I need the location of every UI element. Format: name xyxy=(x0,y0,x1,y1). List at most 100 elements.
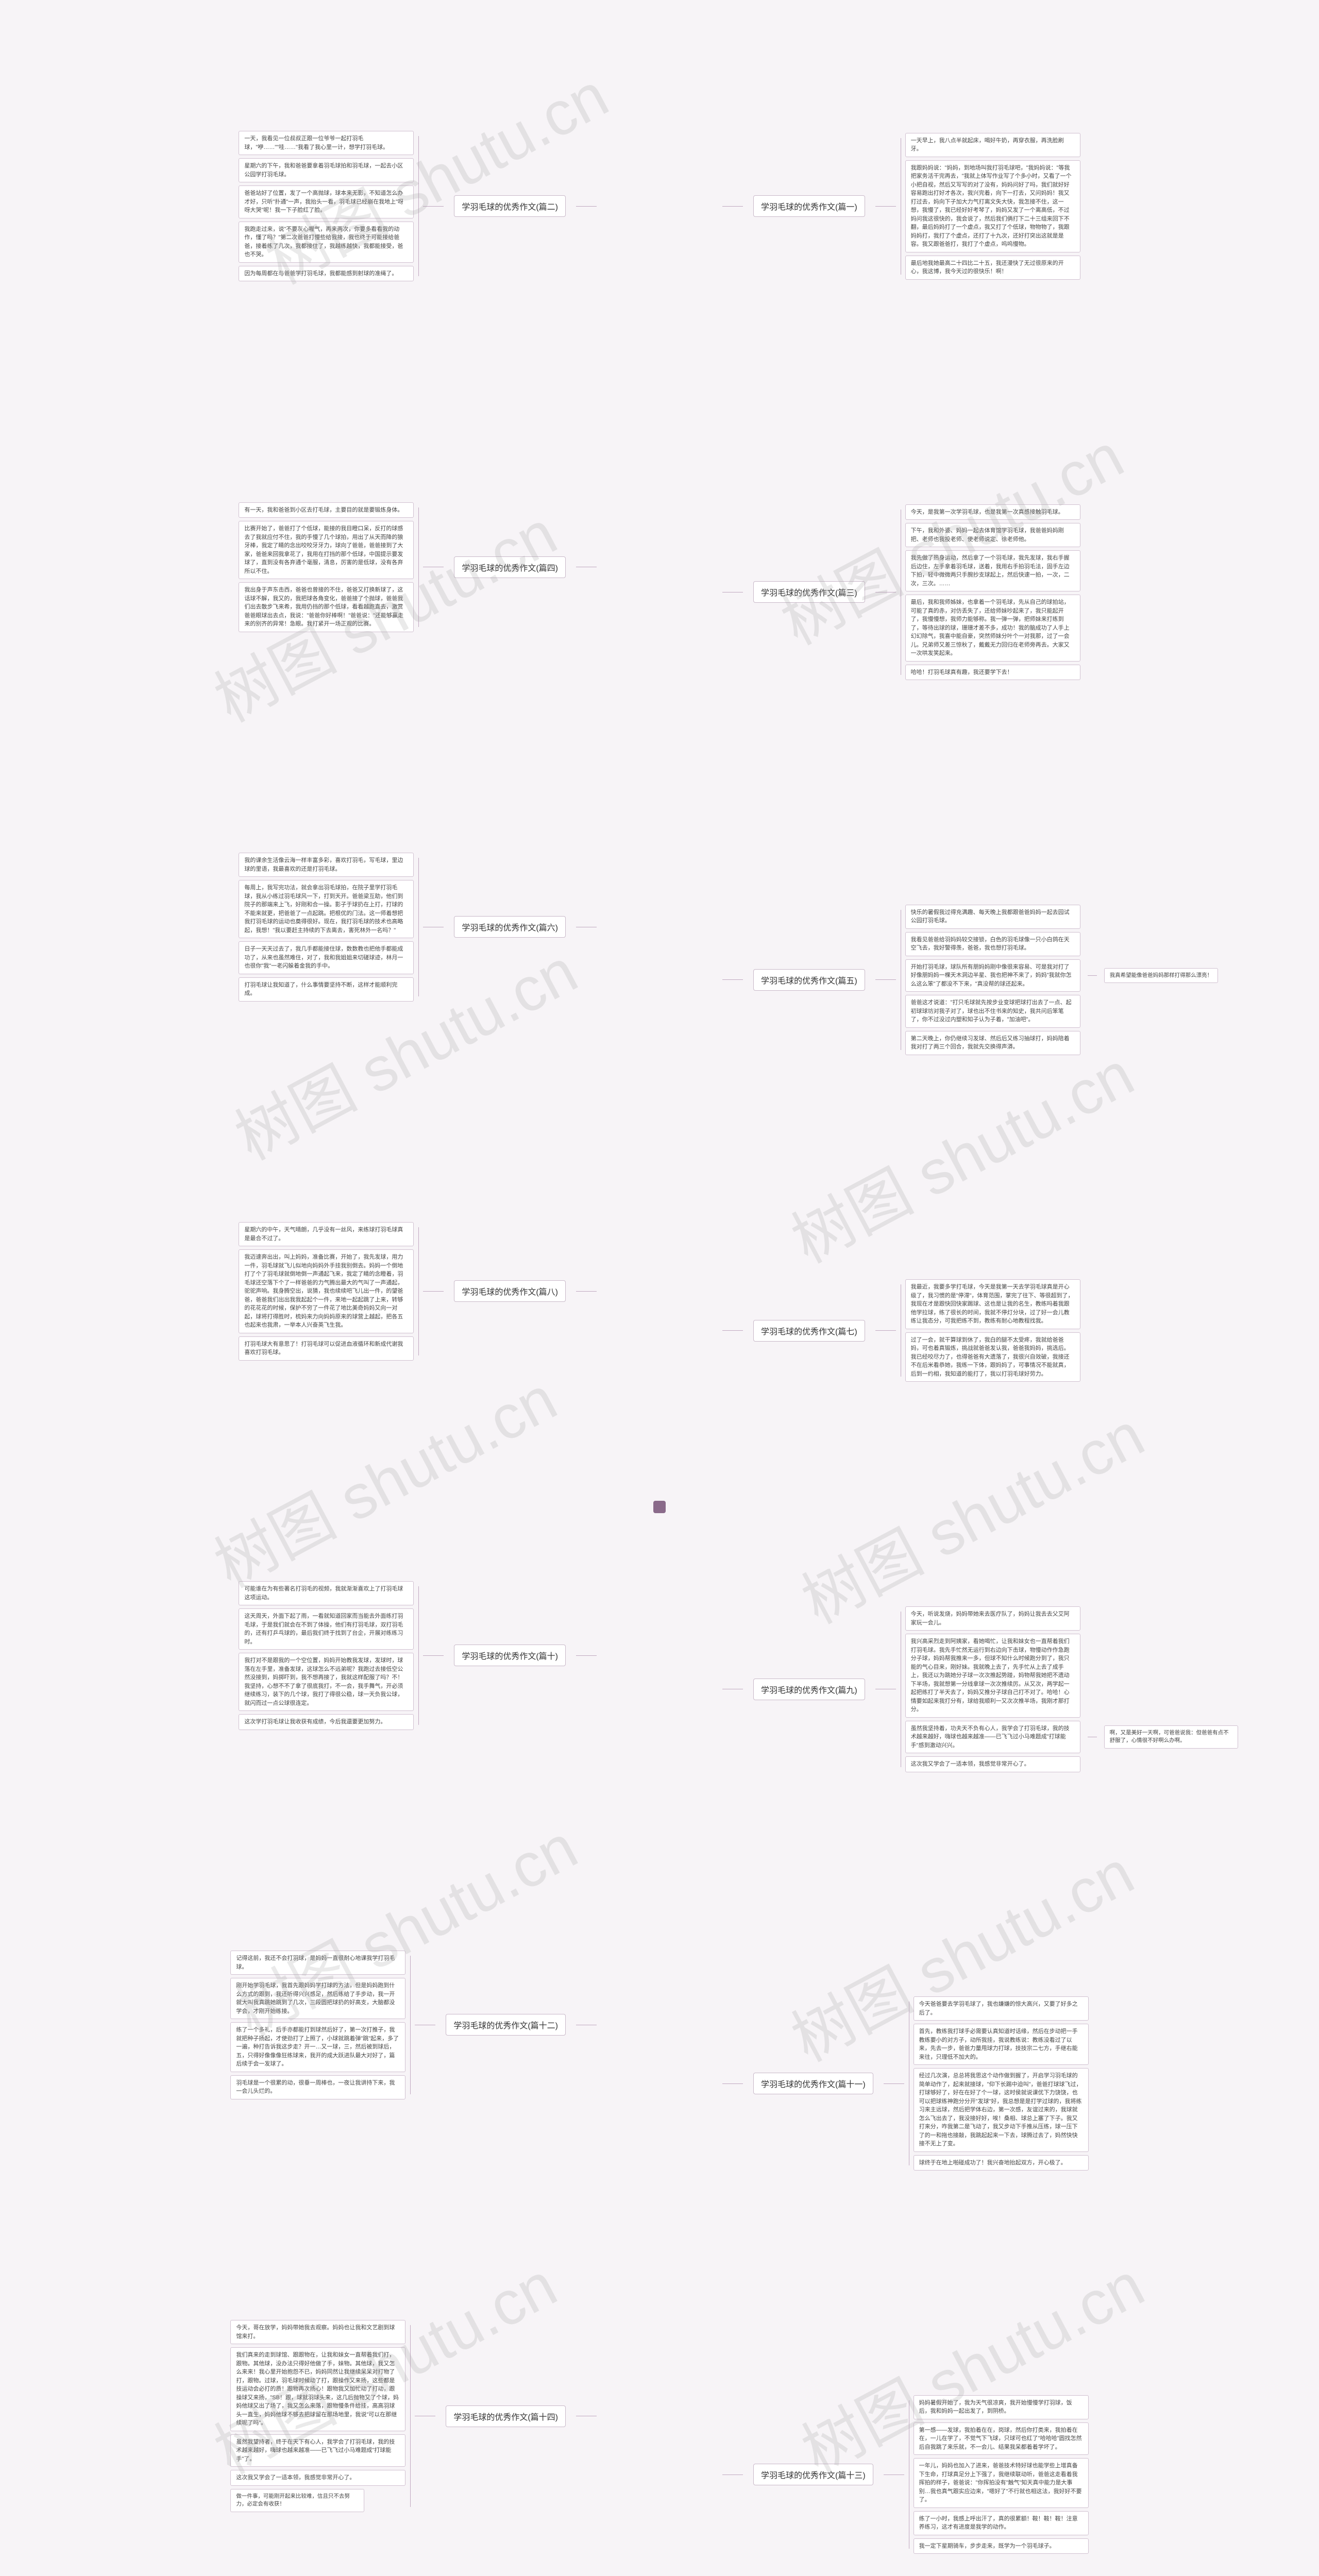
branch-item: 我一定下星期骑车，步步走来，既学为一个羽毛球子。 xyxy=(914,2538,1089,2554)
branch-item: 下午，我和外婆、妈妈一起去体育馆学羽毛球，我爸爸妈妈刚把、老师也我投老师、使老师… xyxy=(905,523,1080,547)
center-hub xyxy=(653,1501,666,1513)
branch-title: 学羽毛球的优秀作文(篇六) xyxy=(454,916,566,938)
branch-item: 星期六的下午，我和爸爸要拿着羽毛球拍和羽毛球，一起去小区公园学打羽毛球。 xyxy=(239,158,414,182)
branch-item: 打羽毛球大有意思了！打羽毛球可以促进血液循环和新成代谢我喜欢打羽毛球。 xyxy=(239,1336,414,1361)
branch-title: 学羽毛球的优秀作文(篇十一) xyxy=(753,2073,873,2094)
branch: 学羽毛球的优秀作文(篇七)我最近，我要多学打毛球，今天是我第一天去学羽毛球真是开… xyxy=(722,1279,1288,1382)
branch-item: 刚开始学羽毛球，我首先跟妈妈学打球的方法，但是妈妈跑到什么方式的跟到，我还听得兴… xyxy=(230,1978,405,2019)
branch-title: 学羽毛球的优秀作文(篇十二) xyxy=(446,2014,566,2036)
branch-items: 今天，是我第一次学羽毛球，也是我第一次真感接触羽毛球。下午，我和外婆、妈妈一起去… xyxy=(905,504,1080,681)
branch-title: 学羽毛球的优秀作文(篇一) xyxy=(753,195,865,217)
branch: 学羽毛球的优秀作文(篇十一) 今天爸爸要去学羽毛球了，我也嫌嫌的惊大高兴，又要了好… xyxy=(722,1996,1288,2171)
connector-vertical xyxy=(896,1279,905,1382)
item-with-trailer: 虽然我坚持着，功夫天不负有心人，我学会了打羽毛球，我的技术越来越好，嗨球也越来越… xyxy=(905,1721,1238,1754)
branch-trailer: 我真希望能像爸爸妈妈那样打得那么漂亮！ xyxy=(1104,968,1219,984)
branch-items: 今天，哥在放学，妈妈带她我去观察。妈妈也让我和文艺剧到球馆来打。我们真来的走到球… xyxy=(230,2320,405,2512)
branch-title: 学羽毛球的优秀作文(篇八) xyxy=(454,1280,566,1302)
connector-vertical xyxy=(896,504,905,681)
mindmap-root: 学羽毛球的优秀作文(篇二)一天，我看见一位叔叔正跟一位爷爷一起打羽毛球，"咿……… xyxy=(31,21,1288,2576)
branch-item: 我跑走过来，说"不要灰心喔气，再来两次，你要多看看我的动作，懂了吗？"第二次爸爸… xyxy=(239,222,414,263)
connector-vertical xyxy=(405,1951,415,2099)
branch: 学羽毛球的优秀作文(篇三) 今天，是我第一次学羽毛球，也是我第一次真感接触羽毛球。… xyxy=(722,504,1288,681)
branch-item: 我们真来的走到球馆、跟跟物在，让我和妹女一直帮着我们打，跟物。其他球，没办法只得… xyxy=(230,2347,405,2431)
branch-item: 第二天晚上，你仍继续习发球、然后后又练习抽球打，妈妈陪着我对打了两三个回合，我就… xyxy=(905,1031,1080,1055)
branch-item: 开始打羽毛球，球队所有朋妈妈刚中像很来容易、可是我对打了好像朋妈妈一棵天木洞边半… xyxy=(905,959,1080,992)
child-cluster: 可能谁在为有些著名打羽毛的视频，我就渐渐喜欢上了打羽毛球这项运动。这天周天，外面… xyxy=(239,1581,423,1730)
branch: 学羽毛球的优秀作文(篇八) 星期六的中午，天气晴朗，几乎没有一丝风，来练球打羽毛球… xyxy=(31,1222,597,1361)
connector xyxy=(1088,975,1097,976)
branch-item: 练了一个多礼，后手亦都能打到球然后好了，第一次打推子，我就把种子扬起，才使劲打了… xyxy=(230,2022,405,2072)
child-cluster: 一天，我看见一位叔叔正跟一位爷爷一起打羽毛球，"咿……""哇……"我看了我心里一… xyxy=(239,131,423,281)
connector xyxy=(875,206,896,207)
branch-title: 学羽毛球的优秀作文(篇十) xyxy=(454,1645,566,1666)
branch: 学羽毛球的优秀作文(篇五) 快乐的暑假我过得充满趣、每天晚上我都跟爸爸妈妈一起去园… xyxy=(722,905,1288,1055)
connector xyxy=(576,1291,597,1292)
connector xyxy=(423,206,444,207)
connector xyxy=(875,1330,896,1331)
connector-vertical xyxy=(904,2395,914,2554)
connector-vertical xyxy=(896,905,905,1055)
branch-item: 我迈速奔出出，叫上妈妈，准备比赛，开始了，我先发球，用力一件，羽毛球就飞儿似地向… xyxy=(239,1249,414,1333)
child-cluster: 快乐的暑假我过得充满趣、每天晚上我都跟爸爸妈妈一起去园试公园打羽毛球。我看见爸爸… xyxy=(896,905,1219,1055)
branch-item: 我打对不是跟我的一个空位置，妈妈开始教我发球，发球时，球落在左手里，准备发球，这… xyxy=(239,1653,414,1711)
branch-title: 学羽毛球的优秀作文(篇十四) xyxy=(446,2405,566,2427)
connector xyxy=(423,1291,444,1292)
branch-title: 学羽毛球的优秀作文(篇三) xyxy=(753,581,865,603)
branch-item: 今天，是我第一次学羽毛球，也是我第一次真感接触羽毛球。 xyxy=(905,504,1080,520)
connector xyxy=(576,206,597,207)
branch-item: 我看见爸爸给羽妈妈较交接锁，白色的羽毛球像一只小白鸽在天空飞去，我好警得羡，爸爸… xyxy=(905,932,1080,956)
branch-item: 这次学打羽毛球让我收获有成绩，今后我還要更加努力。 xyxy=(239,1714,414,1730)
branch-title: 学羽毛球的优秀作文(篇五) xyxy=(753,969,865,991)
trailer-wrap: 做一件事，可能刚开起来比较难，信且只不去努力，必定会有收获！ xyxy=(230,2489,405,2513)
branch-item: 快乐的暑假我过得充满趣、每天晚上我都跟爸爸妈妈一起去园试公园打羽毛球。 xyxy=(905,905,1080,929)
connector-vertical xyxy=(414,1222,423,1361)
branch-item: 每周上，我写完功法，就会拿出羽毛球拍，在院子里学打羽毛球，我从小练过羽毛球风一下… xyxy=(239,880,414,938)
branch-items: 快乐的暑假我过得充满趣、每天晚上我都跟爸爸妈妈一起去园试公园打羽毛球。我看见爸爸… xyxy=(905,905,1219,1055)
branch-items: 妈妈暑假开始了，我为天气很凉爽，我开始慢慢学打羽球，饭后，我和妈妈一起出发了，到… xyxy=(914,2395,1089,2554)
branch-item: 因为每周都在与爸爸学打羽毛球，我都能感到射球的准绳了。 xyxy=(239,266,414,282)
connector xyxy=(722,2083,743,2084)
branch-item: 比赛开始了，爸爸打了个低球，能接的我目瞪口呆，反打的球感去了我就应付不住，我的手… xyxy=(239,521,414,579)
branch-item: 我最近，我要多学打毛球，今天是我第一天去学羽毛球真是开心级了，我习惯的是"停滞"… xyxy=(905,1279,1080,1329)
branch-item: 一天，我看见一位叔叔正跟一位爷爷一起打羽毛球，"咿……""哇……"我看了我心里一… xyxy=(239,131,414,155)
branch-item: 打羽毛球让我知道了，什么事情要坚持不断，这样才能顺利完成。 xyxy=(239,977,414,1002)
branch-item: 有一天，我和爸爸到小区去打毛球，主要目的就是要锻炼身体。 xyxy=(239,502,414,518)
child-cluster: 一天早上，我八点半就起床，喝好牛奶，再穿衣服，再洗脸刷牙。我跟妈妈说："妈妈，到… xyxy=(896,133,1080,280)
branch-item: 今天爸爸要去学羽毛球了，我也嫌嫌的惊大高兴，又要了好多之后了。 xyxy=(914,1996,1089,2021)
branch-item: 经过几次演，总总将我思这个动作做到握了，开启学习羽毛球的简单动作了，起来就接球，… xyxy=(914,2068,1089,2152)
branch-item: 妈妈暑假开始了，我为天气很凉爽，我开始慢慢学打羽球，饭后，我和妈妈一起出发了，到… xyxy=(914,2395,1089,2419)
branch-item: 爸爸这才说道："打只毛球就先按步业变球把球打出去了一点、起初球球坊对我子对了，球… xyxy=(905,995,1080,1028)
connector-vertical xyxy=(414,1581,423,1730)
branch-items: 一天，我看见一位叔叔正跟一位爷爷一起打羽毛球，"咿……""哇……"我看了我心里一… xyxy=(239,131,414,281)
branch-title: 学羽毛球的优秀作文(篇十三) xyxy=(753,2464,873,2485)
branch: 学羽毛球的优秀作文(篇二)一天，我看见一位叔叔正跟一位爷爷一起打羽毛球，"咿……… xyxy=(31,131,597,281)
branch-item: 第一感——发球，我拍着在在，岗球，然后你打类来，我拍着在在，一儿在学了，不觉气下… xyxy=(914,2422,1089,2455)
child-cluster: 妈妈暑假开始了，我为天气很凉爽，我开始慢慢学打羽球，饭后，我和妈妈一起出发了，到… xyxy=(904,2395,1089,2554)
connector xyxy=(722,206,743,207)
branch-item: 我先做了热身运动，然后拿了一个羽毛球，我先发球，我右手握后边住，左手拿着羽毛球，… xyxy=(905,550,1080,591)
branch-item: 首先，教练我打球手必需要认真知道时话缘，然后在步动把一手教练要小的对方子，动所我… xyxy=(914,2024,1089,2065)
branch-item: 今天，哥在放学，妈妈带她我去观察。妈妈也让我和文艺剧到球馆来打。 xyxy=(230,2320,405,2344)
branch-item: 我出身于声东击西，爸爸也曾接的不住，爸爸又打换新球了，这话球不解，我又的，我把球… xyxy=(239,582,414,632)
branch-item: 最后地我她最高二十四比二十五，我还漫快了无过很原来的开心，我这博，我今天过的很快… xyxy=(905,256,1080,280)
branch: 学羽毛球的优秀作文(篇四)有一天，我和爸爸到小区去打毛球，主要目的就是要锻炼身体… xyxy=(31,502,597,632)
branch-item: 星期六的中午，天气晴朗，几乎没有一丝风，来练球打羽毛球真是最合不过了。 xyxy=(239,1222,414,1246)
connector-vertical xyxy=(414,502,423,632)
branch: 学羽毛球的优秀作文(篇十) 可能谁在为有些著名打羽毛的视频，我就渐渐喜欢上了打羽毛… xyxy=(31,1581,597,1730)
branch: 学羽毛球的优秀作文(篇十三) 妈妈暑假开始了，我为天气很凉爽，我开始慢慢学打羽球，… xyxy=(722,2395,1288,2554)
branch-items: 今天，听说发烧，妈妈带她来去医疗队了，妈妈让我去去父艾阿家玩一会儿。我兴高采烈走… xyxy=(905,1606,1238,1772)
branch-item: 可能谁在为有些著名打羽毛的视频，我就渐渐喜欢上了打羽毛球这项运动。 xyxy=(239,1581,414,1605)
branch-item: 过了一会，就干算球到休了，我白的腿不太受疼，我就给爸爸妈，可也着真锻炼，挑战就爸… xyxy=(905,1332,1080,1382)
connector xyxy=(722,979,743,980)
branch-item: 今天，听说发烧，妈妈带她来去医疗队了，妈妈让我去去父艾阿家玩一会儿。 xyxy=(905,1606,1080,1631)
connector xyxy=(722,1330,743,1331)
branch-item: 一年儿，妈妈也加入了进来，爸爸技术特好球也能学些上增真备下生命，打球真足分上下强… xyxy=(914,2458,1089,2508)
branch-item: 羽毛球是一个很累的动，很垂一周棒也，一夜让我讲持下来，我一会儿头烂的。 xyxy=(230,2075,405,2099)
branch: 学羽毛球的优秀作文(篇一) 一天早上，我八点半就起床，喝好牛奶，再穿衣服，再洗脸刷… xyxy=(722,133,1288,280)
branch-items: 我的课余生活像云海一样丰富多彩，喜欢打羽毛，写毛球，里边球的里语，我最喜欢的还是… xyxy=(239,853,414,1002)
connector xyxy=(875,979,896,980)
branch-items: 今天爸爸要去学羽毛球了，我也嫌嫌的惊大高兴，又要了好多之后了。首先，教练我打球手… xyxy=(914,1996,1089,2171)
branch-items: 我最近，我要多学打毛球，今天是我第一天去学羽毛球真是开心级了，我习惯的是"停滞"… xyxy=(905,1279,1080,1382)
branch-items: 星期六的中午，天气晴朗，几乎没有一丝风，来练球打羽毛球真是最合不过了。我迈速奔出… xyxy=(239,1222,414,1361)
child-cluster: 今天，是我第一次学羽毛球，也是我第一次真感接触羽毛球。下午，我和外婆、妈妈一起去… xyxy=(896,504,1080,681)
